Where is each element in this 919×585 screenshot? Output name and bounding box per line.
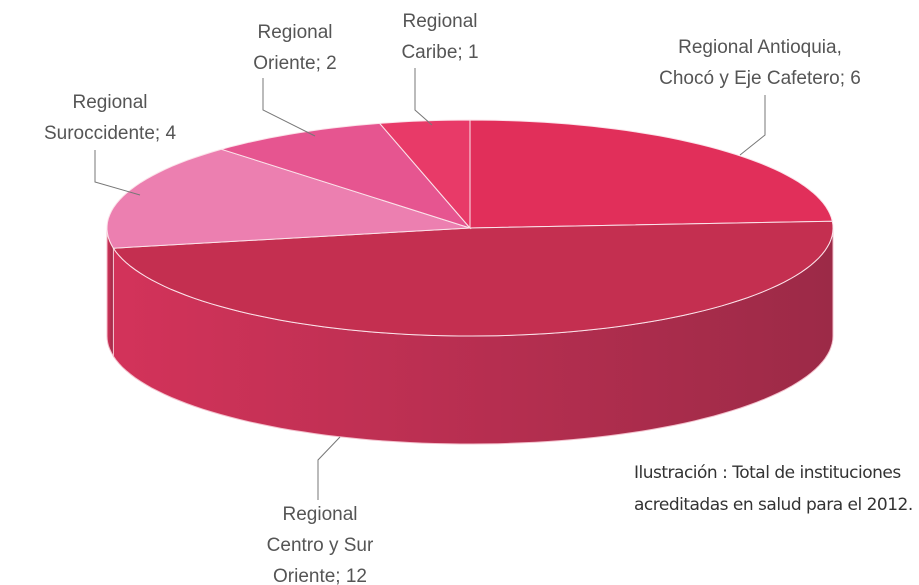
leader-line	[414, 68, 433, 126]
data-label: Regional Antioquia,	[678, 37, 842, 58]
data-label: Centro y Sur	[267, 535, 374, 556]
pie-top	[106, 119, 834, 337]
pie-slice	[219, 122, 472, 230]
leader-line	[739, 95, 766, 156]
pie-slice	[106, 148, 471, 249]
data-label: Caribe; 1	[401, 42, 478, 63]
pie-slice	[378, 119, 471, 230]
data-label: Regional	[258, 22, 333, 43]
leader-line	[94, 150, 141, 196]
data-label: Oriente; 12	[273, 566, 367, 585]
data-label: Chocó y Eje Cafetero; 6	[659, 68, 861, 89]
pie-slice	[112, 220, 834, 337]
data-label: Regional	[403, 11, 478, 32]
caption: acreditadas en salud para el 2012.	[634, 495, 913, 515]
labels: Regional Antioquia, Chocó y Eje Cafetero;…	[44, 11, 861, 585]
data-label: Suroccidente; 4	[44, 123, 176, 144]
data-label: Regional	[73, 92, 148, 113]
leader-line	[317, 436, 341, 500]
leader-line	[262, 78, 316, 137]
data-label: Oriente; 2	[253, 53, 336, 74]
data-label: Regional	[283, 504, 358, 525]
caption: Ilustración : Total de instituciones	[634, 463, 901, 483]
pie-slice	[469, 119, 833, 229]
